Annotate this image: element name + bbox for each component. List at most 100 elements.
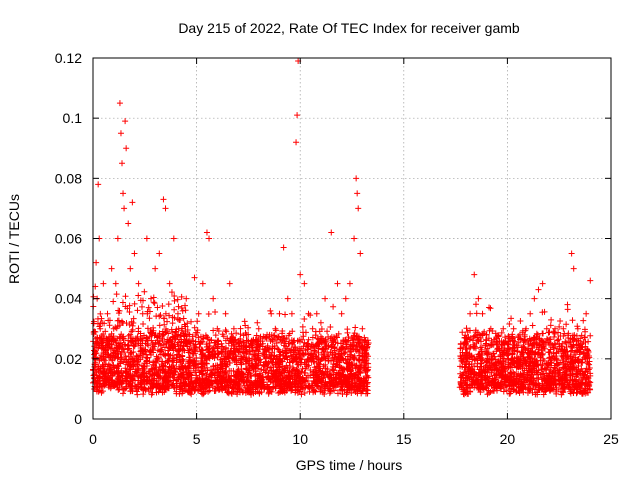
data-point: [166, 280, 173, 287]
data-point: [116, 307, 123, 314]
data-point: [546, 354, 553, 361]
data-point: [493, 384, 500, 390]
data-point: [586, 361, 593, 368]
data-point: [339, 378, 346, 385]
data-point: [237, 359, 244, 366]
data-point: [552, 377, 559, 384]
data-point: [293, 354, 300, 361]
data-point: [334, 355, 341, 362]
data-point: [537, 354, 544, 361]
data-point: [214, 345, 221, 352]
data-point: [167, 344, 174, 351]
data-point: [315, 339, 322, 346]
data-point: [91, 351, 98, 358]
data-point: [268, 310, 275, 317]
data-point: [148, 295, 155, 302]
data-point: [122, 303, 129, 310]
data-point: [112, 324, 119, 331]
data-point: [330, 303, 337, 310]
data-point: [179, 307, 186, 314]
data-point: [317, 365, 324, 372]
data-point: [325, 343, 332, 350]
data-point: [226, 280, 233, 287]
data-point: [245, 338, 252, 345]
data-point: [183, 295, 190, 302]
data-point: [141, 288, 148, 295]
data-point: [162, 368, 169, 375]
data-point: [152, 265, 159, 272]
y-tick-label: 0.04: [55, 291, 82, 307]
data-point: [257, 333, 264, 340]
data-point: [476, 383, 483, 390]
data-point: [181, 387, 188, 394]
data-point: [255, 325, 262, 332]
data-point: [177, 373, 184, 380]
data-point: [348, 347, 355, 354]
data-point: [210, 327, 217, 334]
data-point: [303, 361, 310, 368]
data-point: [535, 380, 542, 387]
data-point: [204, 381, 211, 388]
data-point: [137, 337, 144, 344]
data-point: [255, 348, 262, 355]
data-point: [484, 391, 491, 398]
data-point: [323, 381, 330, 388]
data-point: [304, 343, 311, 350]
data-point: [189, 333, 196, 340]
data-point: [501, 379, 508, 386]
data-point: [209, 371, 216, 378]
data-point: [466, 374, 473, 381]
data-point: [203, 341, 210, 348]
data-point: [192, 387, 199, 394]
data-point: [546, 383, 553, 390]
data-point: [253, 363, 260, 370]
data-point: [341, 350, 348, 357]
data-point: [543, 335, 550, 342]
data-point: [293, 357, 300, 364]
data-point: [137, 330, 144, 337]
data-point: [186, 331, 193, 338]
data-point: [212, 332, 219, 339]
data-point: [122, 368, 129, 375]
data-point: [226, 367, 233, 374]
data-point: [148, 391, 155, 398]
data-point: [157, 367, 164, 374]
data-point: [106, 367, 113, 374]
data-point: [111, 364, 118, 371]
data-point: [166, 345, 173, 352]
data-point: [180, 379, 187, 386]
data-point: [272, 327, 279, 334]
data-point: [560, 325, 567, 332]
data-point: [344, 353, 351, 360]
data-point: [280, 384, 287, 391]
data-point: [471, 332, 478, 339]
data-point: [122, 293, 129, 300]
data-point: [184, 371, 191, 378]
data-point: [100, 280, 107, 287]
x-tick-labels: 0 5 10 15 20 25: [89, 431, 619, 447]
data-point: [353, 347, 360, 354]
data-point: [187, 378, 194, 385]
data-point: [364, 341, 371, 348]
data-point: [569, 347, 576, 354]
data-point: [178, 305, 185, 312]
data-point: [241, 382, 248, 389]
data-point: [105, 351, 112, 358]
data-point: [271, 345, 278, 352]
data-point: [334, 390, 341, 397]
data-point: [265, 375, 272, 382]
data-point: [330, 366, 337, 373]
data-point: [472, 356, 479, 363]
data-point: [271, 353, 278, 360]
data-point: [109, 357, 116, 364]
data-point: [296, 338, 303, 345]
data-point: [363, 367, 370, 374]
data-point: [264, 346, 271, 353]
data-point: [524, 369, 531, 376]
data-point: [132, 335, 139, 342]
data-point: [521, 345, 528, 352]
data-point: [484, 381, 491, 388]
data-point: [495, 345, 502, 352]
data-point: [199, 280, 206, 287]
data-point: [551, 330, 558, 337]
